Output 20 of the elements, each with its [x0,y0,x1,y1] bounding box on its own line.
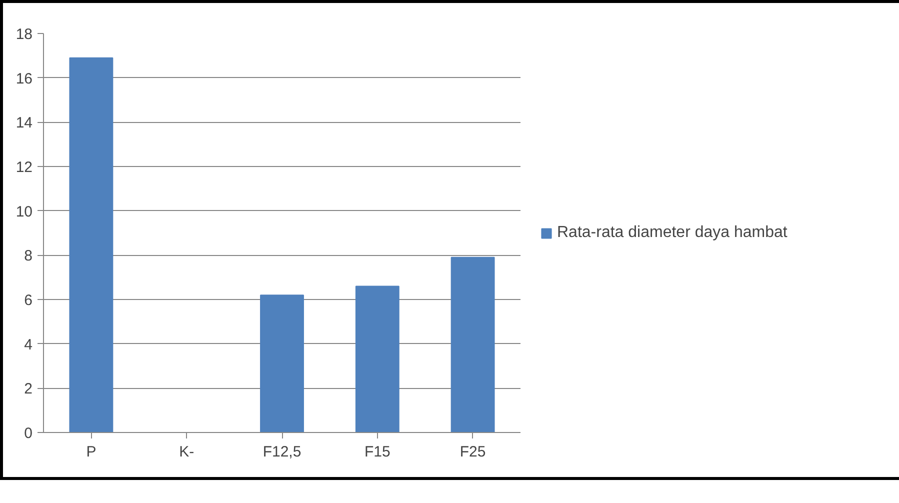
y-tick-label: 10 [16,203,33,220]
y-tick-label: 2 [24,380,32,398]
x-tick-label: F25 [460,444,486,460]
y-tick-label: 6 [24,292,32,309]
bar [69,57,114,432]
bar [260,294,304,432]
x-tick-label: K- [179,444,194,460]
y-tick-label: 0 [24,425,32,442]
x-tick-label: F15 [364,444,390,460]
y-tick-label: 12 [16,159,33,176]
bar [355,286,400,432]
bar [450,256,495,432]
y-tick-label: 18 [16,26,33,43]
y-tick-label: 8 [24,248,32,265]
x-tick-label: P [86,444,96,460]
y-tick-label: 14 [16,114,33,132]
y-tick-label: 16 [16,70,33,88]
legend-label: Rata-rata diameter daya hambat [557,224,788,242]
y-tick-label: 4 [24,336,32,354]
x-tick-label: F12,5 [262,444,302,460]
